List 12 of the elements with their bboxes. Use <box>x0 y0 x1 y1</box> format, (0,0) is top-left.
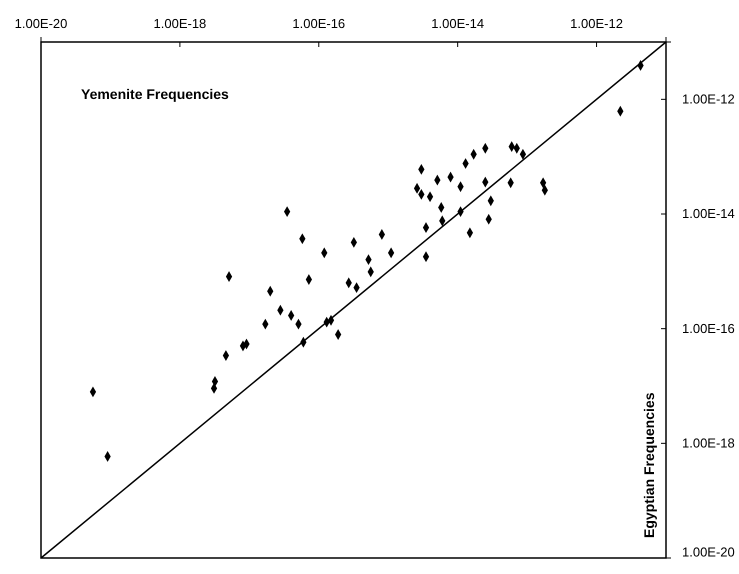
x-tick-label: 1.00E-18 <box>154 16 206 31</box>
x-tick-label: 1.00E-14 <box>431 16 484 31</box>
y-tick-label: 1.00E-12 <box>682 91 735 106</box>
y-tick-label: 1.00E-20 <box>682 544 735 560</box>
y-axis-title: Egyptian Frequencies <box>641 392 657 538</box>
y-tick-label: 1.00E-14 <box>682 206 735 222</box>
y-tick-label: 1.00E-16 <box>682 320 735 336</box>
x-tick-label: 1.00E-12 <box>570 16 623 31</box>
x-tick-label: 1.00E-16 <box>292 16 346 31</box>
x-tick-label: 1.00E-20 <box>14 16 68 31</box>
y-tick-label: 1.00E-18 <box>682 435 735 450</box>
x-axis-title: Yemenite Frequencies <box>81 86 230 102</box>
